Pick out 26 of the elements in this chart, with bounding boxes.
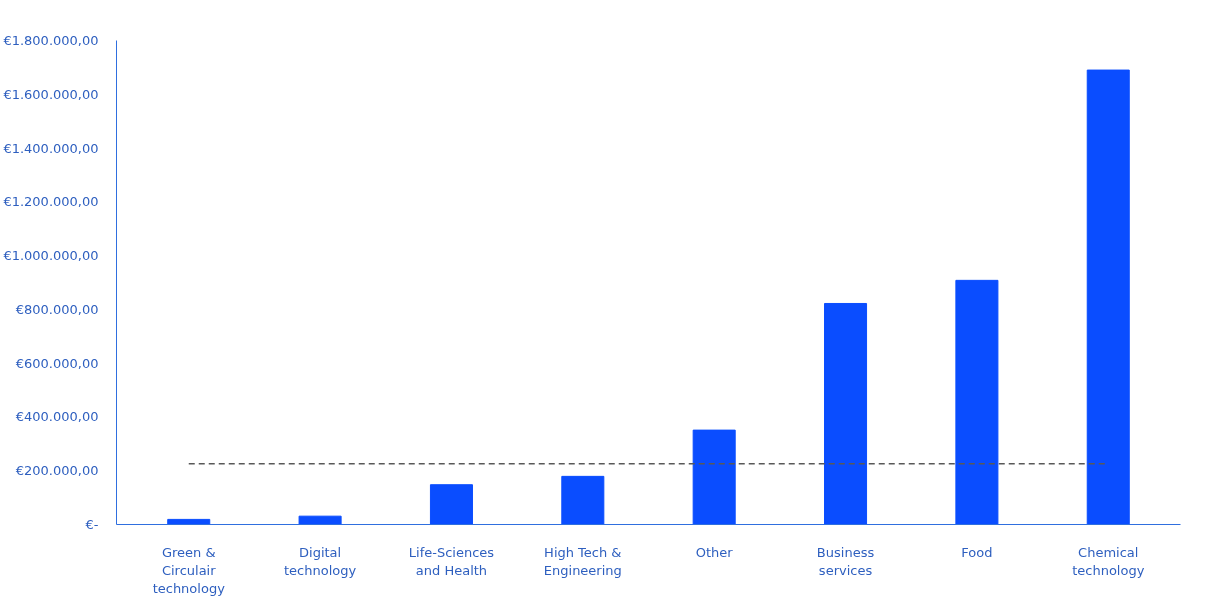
x-tick-label: Chemical technology	[1072, 544, 1145, 578]
x-tick-label: Other	[695, 544, 734, 560]
y-tick-label: €800.000,00	[15, 301, 99, 317]
bar	[824, 302, 868, 525]
y-tick-label: €1.800.000,00	[3, 33, 99, 48]
x-tick-label: Green & Circulair technology	[152, 544, 226, 596]
bar	[298, 515, 342, 525]
bar	[561, 475, 605, 525]
x-tick-label: High Tech & Engineering	[543, 544, 622, 578]
bar	[167, 518, 211, 525]
bar	[955, 279, 999, 525]
x-tick-label: Life-Sciences and Health	[408, 544, 495, 578]
y-tick-label: €600.000,00	[15, 355, 99, 371]
y-tick-label: €1.600.000,00	[3, 86, 99, 102]
y-tick-label: €200.000,00	[15, 463, 99, 479]
x-tick-label: Food	[961, 544, 993, 560]
bar	[1086, 69, 1130, 525]
y-tick-label: €1.200.000,00	[3, 194, 99, 210]
y-tick-label: €400.000,00	[15, 409, 99, 425]
y-tick-label: €-	[85, 517, 99, 532]
y-tick-label: €1.000.000,00	[3, 248, 99, 264]
x-tick-label: Business services	[816, 544, 875, 578]
bar	[429, 484, 473, 525]
x-tick-label: Digital technology	[284, 544, 357, 578]
y-tick-label: €1.400.000,00	[3, 140, 99, 156]
bar	[692, 429, 736, 525]
